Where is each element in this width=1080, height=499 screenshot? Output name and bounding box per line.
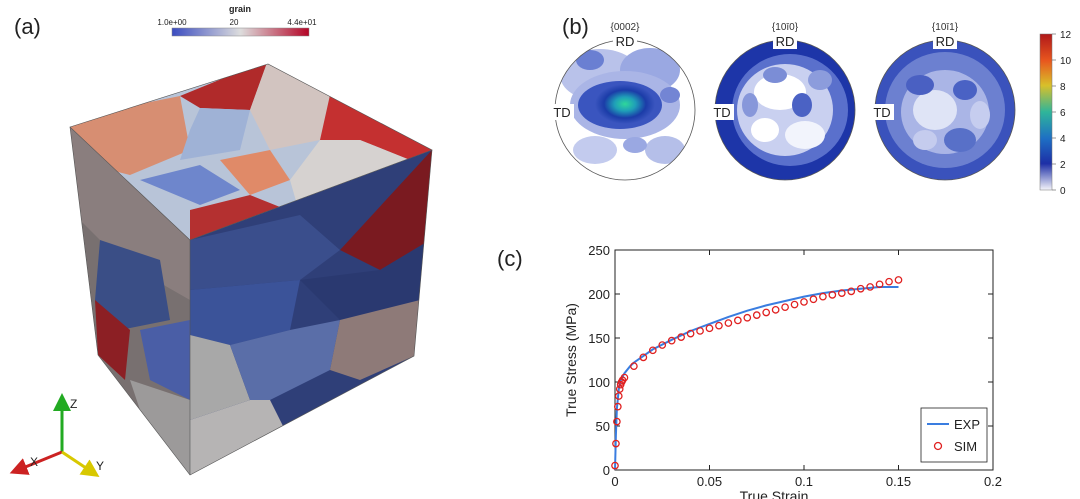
intensity-colorbar-ticks: 12 10 8 6 4 2 0 bbox=[1052, 30, 1072, 197]
z-axis-label: Z bbox=[70, 397, 77, 411]
series-point-sim bbox=[667, 336, 676, 345]
y-tick-label: 150 bbox=[588, 331, 610, 346]
series-point-sim bbox=[790, 300, 799, 309]
axis-triad: Z X Y bbox=[9, 393, 104, 477]
series-point-sim bbox=[658, 341, 667, 349]
series-point-sim bbox=[620, 373, 629, 382]
y-tick-label: 250 bbox=[588, 243, 610, 258]
pole-figure-0002: {0002} RD TD bbox=[550, 22, 696, 181]
colorbar-tick-label: 4 bbox=[1060, 134, 1066, 145]
pole-figure-title: {0002} bbox=[611, 22, 641, 33]
series-point-sim bbox=[615, 385, 624, 393]
series-point-sim bbox=[847, 287, 856, 296]
y-axis-title: True Stress (MPa) bbox=[563, 303, 579, 417]
series-point-sim bbox=[809, 295, 818, 304]
x-tick-label: 0.15 bbox=[886, 474, 911, 489]
colorbar-tick-label: 12 bbox=[1060, 30, 1072, 41]
x-axis-arrow bbox=[9, 450, 63, 475]
series-point-sim bbox=[894, 276, 903, 284]
rd-label: RD bbox=[936, 34, 955, 49]
series-point-sim bbox=[715, 321, 723, 330]
series-point-sim bbox=[856, 284, 865, 293]
series-point-sim bbox=[630, 362, 638, 371]
stress-strain-chart: 0 0.05 0.1 0.15 0.2 0 50 100 150 200 250 True Strai… bbox=[563, 243, 1002, 499]
series-point-sim bbox=[611, 461, 619, 470]
series-point-sim bbox=[686, 329, 695, 338]
pole-figure-title: {10ī0} bbox=[772, 22, 799, 33]
series-point-sim bbox=[724, 319, 733, 327]
cube-right-face bbox=[190, 150, 432, 475]
series-point-sim bbox=[612, 439, 620, 448]
series-point-sim bbox=[734, 316, 742, 325]
pole-figure-10-10: {10ī0} RD TD bbox=[710, 22, 856, 181]
series-point-sim bbox=[743, 313, 752, 322]
x-tick-label: 0.05 bbox=[697, 474, 722, 489]
colorbar-tick-label: 10 bbox=[1060, 56, 1072, 67]
series-point-sim bbox=[614, 392, 623, 400]
y-axis-label: Y bbox=[96, 459, 104, 473]
y-tick-label: 100 bbox=[588, 375, 610, 390]
legend-swatch bbox=[933, 441, 943, 451]
legend bbox=[920, 407, 988, 463]
colorbar-mid-label: 20 bbox=[230, 18, 239, 27]
series-point-sim bbox=[781, 303, 789, 312]
series-point-sim bbox=[752, 311, 761, 319]
pole-figure-10-11: {10ī1} RD TD bbox=[870, 22, 1016, 181]
x-tick-label: 0 bbox=[611, 474, 618, 489]
x-tick-label: 0.1 bbox=[795, 474, 813, 489]
intensity-colorbar bbox=[1039, 33, 1053, 191]
rd-label: RD bbox=[616, 34, 635, 49]
panel-label-b: (b) bbox=[562, 14, 589, 39]
pole-figure-title: {10ī1} bbox=[932, 22, 959, 33]
td-label: TD bbox=[873, 105, 890, 120]
grain-colorbar bbox=[171, 27, 310, 37]
panel-label-c: (c) bbox=[497, 246, 523, 271]
series-point-sim bbox=[885, 277, 893, 286]
rd-label: RD bbox=[776, 34, 795, 49]
colorbar-tick-label: 0 bbox=[1060, 186, 1066, 197]
y-axis-arrow bbox=[61, 450, 100, 477]
series-point-sim bbox=[771, 305, 780, 314]
cube-top-face bbox=[70, 64, 432, 240]
colorbar-min-label: 1.0e+00 bbox=[157, 18, 187, 27]
cube-front-face bbox=[70, 127, 190, 475]
colorbar-tick-label: 2 bbox=[1060, 160, 1066, 171]
series-point-sim bbox=[613, 417, 621, 426]
y-tick-label: 200 bbox=[588, 287, 610, 302]
pole-figures: {0002} RD TD {10ī0} RD TD bbox=[550, 22, 1072, 197]
grain-cube-figure: grain 1.0e+00 20 4.4e+01 bbox=[9, 4, 433, 477]
series-point-sim bbox=[696, 327, 704, 335]
y-tick-label: 50 bbox=[596, 419, 610, 434]
legend-label: SIM bbox=[954, 439, 977, 454]
panel-label-a: (a) bbox=[14, 14, 41, 39]
series-point-sim bbox=[800, 298, 808, 306]
x-tick-label: 0.2 bbox=[984, 474, 1002, 489]
colorbar-title: grain bbox=[229, 4, 251, 14]
series-point-sim bbox=[837, 289, 846, 297]
series-point-sim bbox=[613, 402, 622, 411]
colorbar-tick-label: 8 bbox=[1060, 82, 1066, 93]
series-point-sim bbox=[819, 292, 827, 301]
x-axis-label: X bbox=[30, 455, 38, 469]
series-point-sim bbox=[762, 308, 771, 317]
legend-label: EXP bbox=[954, 417, 980, 432]
y-tick-label: 0 bbox=[603, 463, 610, 478]
series-point-sim bbox=[648, 346, 657, 355]
td-label: TD bbox=[713, 105, 730, 120]
series-point-sim bbox=[828, 291, 837, 299]
series-point-sim bbox=[875, 280, 884, 289]
x-axis-title: True Strain bbox=[740, 488, 809, 499]
series-point-sim bbox=[705, 324, 714, 333]
colorbar-tick-label: 6 bbox=[1060, 108, 1066, 119]
colorbar-max-label: 4.4e+01 bbox=[287, 18, 317, 27]
series-point-sim bbox=[866, 283, 874, 291]
series-point-sim bbox=[677, 333, 685, 341]
td-label: TD bbox=[553, 105, 570, 120]
series-point-sim bbox=[639, 353, 648, 362]
